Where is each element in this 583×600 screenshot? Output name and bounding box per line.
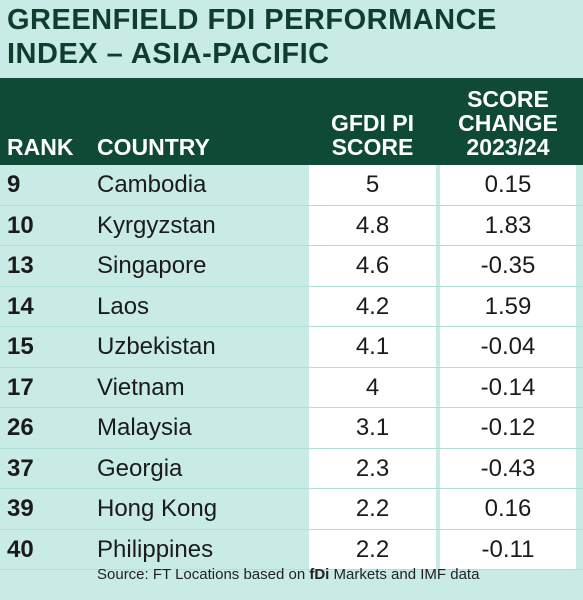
- change-cell: -0.12: [440, 408, 576, 448]
- header-change-line-3: 2023/24: [466, 134, 550, 160]
- change-cell: -0.43: [440, 448, 576, 488]
- country-cell: Kyrgyzstan: [97, 211, 216, 239]
- table-row: 37 Georgia 2.3 -0.43: [0, 448, 583, 489]
- rank-cell: 14: [7, 292, 34, 320]
- header-score-line-1: GFDI PI: [330, 110, 415, 136]
- source-suffix: Markets and IMF data: [329, 566, 480, 583]
- rank-cell: 13: [7, 252, 34, 279]
- header-score-line-2: SCORE: [331, 134, 414, 160]
- header-rank: RANK: [7, 134, 74, 160]
- table-row: 9 Cambodia 5 0.15: [0, 165, 583, 206]
- change-cell: -0.04: [440, 327, 576, 367]
- change-cell: 1.59: [440, 286, 576, 326]
- score-cell: 4: [309, 367, 436, 407]
- table-row: 13 Singapore 4.6 -0.35: [0, 246, 583, 287]
- change-cell: 0.16: [440, 489, 576, 529]
- table-body: 9 Cambodia 5 0.15 10 Kyrgyzstan 4.8 1.83…: [0, 165, 583, 570]
- source-prefix: Source: FT Locations based on: [97, 566, 310, 583]
- source-brand: fDi: [309, 566, 330, 583]
- country-cell: Cambodia: [97, 171, 207, 198]
- score-cell: 2.3: [309, 448, 436, 488]
- title-block: GREENFIELD FDI PERFORMANCE INDEX – ASIA-…: [0, 0, 583, 78]
- score-cell: 2.2: [309, 489, 436, 529]
- score-cell: 5: [309, 165, 436, 205]
- country-cell: Georgia: [97, 454, 183, 482]
- table-row: 10 Kyrgyzstan 4.8 1.83: [0, 205, 583, 246]
- country-cell: Philippines: [97, 535, 214, 563]
- rank-cell: 40: [7, 535, 34, 563]
- title-line-2: INDEX – ASIA-PACIFIC: [7, 38, 330, 70]
- table-row: 39 Hong Kong 2.2 0.16: [0, 489, 583, 530]
- source-note: Source: FT Locations based on fDi Market…: [97, 566, 479, 583]
- rank-cell: 17: [7, 373, 34, 401]
- title-line-1: GREENFIELD FDI PERFORMANCE: [7, 4, 497, 36]
- country-cell: Vietnam: [97, 373, 185, 401]
- score-cell: 2.2: [309, 529, 436, 569]
- table-row: 26 Malaysia 3.1 -0.12: [0, 408, 583, 449]
- rank-cell: 15: [7, 333, 34, 360]
- rank-cell: 10: [7, 211, 34, 239]
- country-cell: Hong Kong: [97, 495, 218, 522]
- country-cell: Laos: [97, 292, 150, 320]
- header-change-line-2: CHANGE: [458, 110, 558, 136]
- country-cell: Singapore: [97, 252, 207, 279]
- country-cell: Uzbekistan: [97, 333, 216, 360]
- header-country: COUNTRY: [97, 134, 210, 160]
- table-header: RANK COUNTRY GFDI PI SCORE SCORE CHANGE …: [0, 78, 583, 165]
- rank-cell: 37: [7, 454, 34, 482]
- rank-cell: 9: [7, 171, 21, 198]
- score-cell: 4.6: [309, 246, 436, 286]
- table-row: 40 Philippines 2.2 -0.11: [0, 529, 583, 570]
- rank-cell: 39: [7, 495, 34, 522]
- rank-cell: 26: [7, 414, 34, 441]
- score-cell: 3.1: [309, 408, 436, 448]
- change-cell: -0.11: [440, 529, 576, 569]
- header-change-line-1: SCORE: [467, 86, 549, 112]
- change-cell: 0.15: [440, 165, 576, 205]
- table-row: 14 Laos 4.2 1.59: [0, 286, 583, 327]
- change-cell: -0.35: [440, 246, 576, 286]
- score-cell: 4.1: [309, 327, 436, 367]
- score-cell: 4.2: [309, 286, 436, 326]
- table-row: 17 Vietnam 4 -0.14: [0, 367, 583, 408]
- table-row: 15 Uzbekistan 4.1 -0.04: [0, 327, 583, 368]
- change-cell: 1.83: [440, 205, 576, 245]
- score-cell: 4.8: [309, 205, 436, 245]
- change-cell: -0.14: [440, 367, 576, 407]
- country-cell: Malaysia: [97, 414, 192, 441]
